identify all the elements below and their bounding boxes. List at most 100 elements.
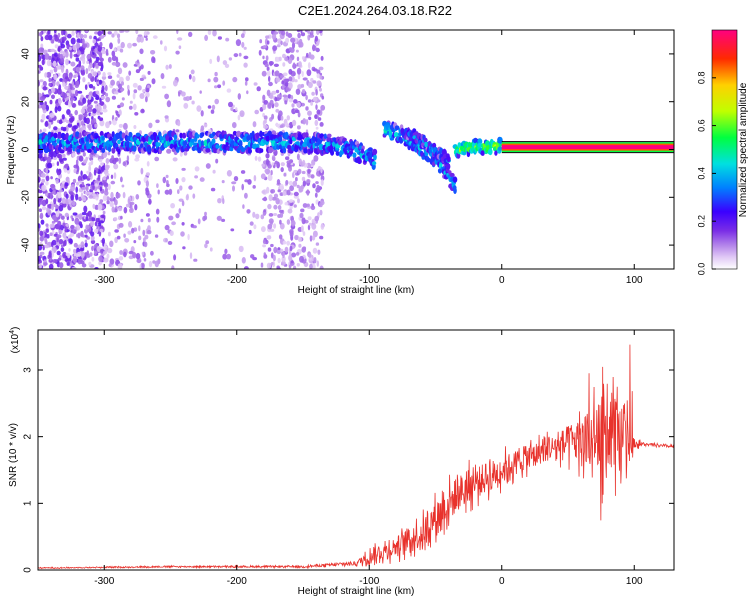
noise-speck (241, 257, 246, 264)
noise-speck (238, 245, 244, 253)
noise-speck (54, 44, 59, 49)
noise-speck (290, 219, 296, 227)
noise-speck (250, 254, 255, 259)
noise-speck (265, 55, 269, 61)
noise-speck (50, 176, 53, 180)
noise-speck (84, 242, 88, 248)
noise-speck (122, 191, 126, 199)
noise-speck (165, 238, 168, 243)
noise-speck (125, 203, 131, 208)
noise-speck (296, 56, 300, 62)
noise-speck (82, 58, 86, 65)
spectrogram-panel: -300 -200 -100 0 100 40 20 0 -20 -40 Height of st… (6, 29, 675, 296)
noise-speck (247, 179, 252, 185)
noise-speck (266, 40, 270, 45)
noise-speck (307, 216, 312, 221)
noise-speck (127, 89, 130, 96)
noise-speck (102, 195, 108, 201)
noise-speck (140, 218, 144, 223)
noise-speck (288, 47, 292, 52)
noise-speck (62, 81, 66, 88)
noise-speck (72, 256, 78, 263)
noise-speck (42, 80, 47, 87)
noise-speck (92, 203, 96, 209)
noise-speck (82, 77, 86, 83)
noise-speck (266, 89, 271, 97)
trace-point (48, 143, 53, 150)
noise-speck (90, 119, 94, 126)
noise-speck (310, 205, 316, 211)
noise-speck (257, 156, 262, 162)
noise-speck (121, 97, 125, 101)
noise-speck (233, 53, 239, 58)
noise-speck (49, 99, 53, 105)
noise-speck (185, 194, 189, 201)
noise-speck (136, 36, 142, 43)
noise-speck (241, 183, 244, 191)
noise-speck (145, 189, 150, 196)
noise-speck (58, 189, 63, 193)
noise-speck (319, 87, 322, 92)
noise-speck (97, 30, 102, 36)
noise-speck (78, 180, 82, 184)
noise-speck (280, 40, 283, 46)
noise-speck (48, 90, 52, 96)
noise-speck (188, 31, 193, 37)
noise-speck (297, 236, 302, 242)
noise-speck (284, 246, 289, 253)
noise-speck (75, 80, 80, 86)
noise-speck (117, 67, 123, 75)
noise-speck (115, 116, 118, 121)
noise-speck (114, 236, 118, 244)
noise-speck (147, 218, 151, 223)
noise-speck (108, 231, 111, 237)
noise-speck (51, 162, 55, 167)
noise-speck (50, 87, 56, 93)
noise-speck (94, 221, 98, 227)
noise-speck (216, 55, 220, 63)
noise-speck (273, 31, 279, 35)
noise-speck (63, 167, 68, 173)
noise-speck (283, 172, 287, 177)
noise-speck (155, 119, 160, 124)
noise-speck (140, 167, 144, 175)
noise-speck (99, 111, 103, 115)
noise-speck (279, 209, 284, 213)
trace-point (326, 137, 332, 142)
noise-speck (301, 176, 306, 182)
noise-speck (121, 184, 125, 188)
noise-speck (312, 247, 318, 254)
noise-speck (306, 189, 310, 196)
noise-speck (320, 179, 324, 186)
noise-speck (125, 129, 128, 137)
noise-speck (308, 116, 312, 121)
noise-speck (105, 96, 111, 103)
noise-speck (315, 89, 318, 96)
noise-speck (98, 260, 102, 266)
noise-speck (281, 256, 286, 263)
noise-speck (128, 250, 134, 255)
noise-speck (64, 164, 69, 169)
noise-speck (272, 45, 278, 51)
noise-speck (134, 204, 138, 211)
noise-speck (106, 175, 109, 180)
noise-speck (311, 91, 315, 96)
noise-speck (235, 39, 241, 47)
noise-speck (246, 209, 251, 214)
noise-speck (173, 79, 178, 87)
noise-speck (107, 72, 112, 76)
snr-panel: -300 -200 -100 0 100 0 1 2 3 Height of straight … (8, 327, 675, 597)
noise-speck (98, 156, 103, 160)
trace-point (349, 141, 355, 147)
noise-speck (68, 100, 72, 108)
noise-speck (315, 47, 320, 53)
noise-speck (49, 223, 55, 228)
noise-speck (57, 87, 62, 95)
trace-point (65, 132, 69, 140)
noise-speck (246, 90, 249, 95)
noise-speck (99, 52, 103, 59)
noise-speck (261, 163, 266, 167)
noise-speck (305, 106, 309, 111)
noise-speck (138, 235, 142, 241)
noise-speck (127, 230, 132, 235)
